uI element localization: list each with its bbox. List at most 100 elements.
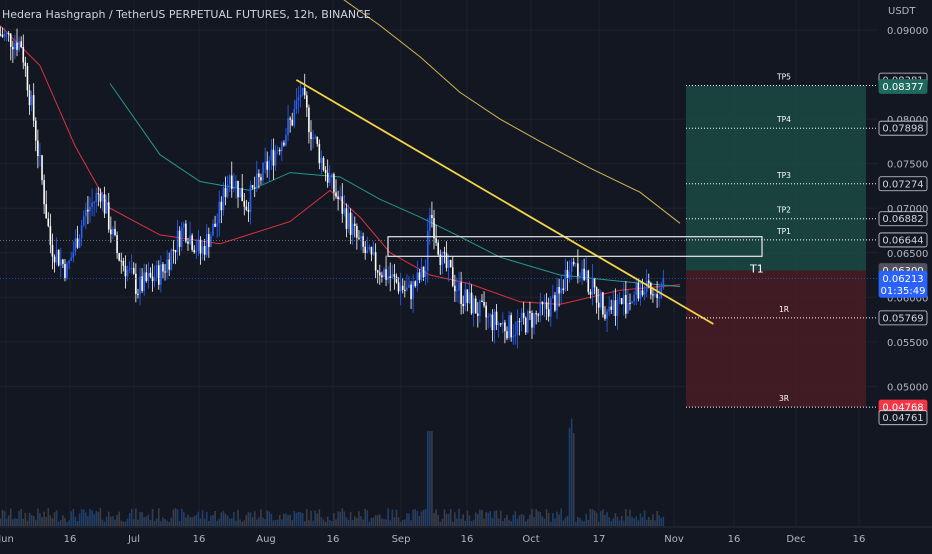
volume-bar [160, 521, 162, 526]
volume-bar [66, 521, 68, 526]
candle-body [118, 253, 120, 261]
candle-body [549, 298, 552, 317]
volume-bar [110, 516, 112, 526]
candle-body [643, 292, 646, 295]
candle-body [485, 305, 487, 318]
volume-bar [149, 520, 152, 526]
candles [0, 26, 665, 349]
volume-bar [230, 518, 233, 526]
volume-bar [187, 514, 189, 526]
candle-body [5, 33, 8, 35]
volume-bar [414, 509, 417, 526]
volume-bar [43, 511, 45, 526]
candle-body [212, 223, 214, 236]
candle-body [331, 174, 333, 178]
volume-bar [631, 516, 633, 526]
candle-body [502, 322, 504, 325]
candle-body [366, 249, 369, 254]
candle-body [99, 193, 102, 202]
volume-bar [331, 521, 333, 526]
volume-bar [560, 508, 562, 526]
candle-body [641, 290, 644, 295]
candle-body [614, 300, 617, 316]
volume-bar [468, 515, 471, 526]
volume-bar [635, 516, 638, 526]
candle-body [245, 206, 248, 210]
volume-bar [512, 514, 515, 526]
candle-body [335, 192, 337, 197]
volume-bar [107, 511, 110, 526]
candle-body [320, 157, 323, 164]
candle-body [439, 254, 442, 265]
candle-body [149, 272, 152, 277]
candle-body [489, 314, 492, 317]
candle-body [72, 251, 75, 258]
candle-body [143, 272, 145, 291]
candle-body [543, 302, 546, 305]
volume-bar [443, 509, 446, 526]
candle-body [512, 336, 515, 338]
candle-body [160, 264, 162, 285]
volume-bar [49, 515, 52, 526]
candle-body [368, 246, 371, 250]
volume-bar [147, 514, 150, 526]
volume-bar [570, 418, 573, 526]
volume-bar [587, 519, 590, 526]
x-tick-label: 16 [853, 534, 866, 545]
candle-body [24, 62, 27, 67]
candle-body [495, 311, 498, 325]
candle-body [395, 276, 398, 283]
volume-bar [285, 513, 287, 526]
candle-body [45, 204, 47, 219]
volume-bar [205, 511, 208, 526]
candle-body [255, 173, 258, 189]
candle-body [322, 157, 325, 170]
y-tick-label: 0.07000 [887, 204, 928, 215]
volume-bar [370, 517, 373, 526]
candle-body [424, 271, 427, 278]
candle-body [529, 311, 531, 313]
volume-bar [595, 512, 598, 526]
candle-body [458, 282, 460, 291]
candle-body [180, 227, 183, 247]
volume-bar [143, 517, 145, 526]
volume-bar [476, 514, 479, 526]
volume-bar [616, 516, 619, 526]
candle-body [137, 293, 139, 295]
candle-body [189, 235, 191, 244]
candle-body [429, 214, 431, 231]
volume-bar [543, 518, 546, 526]
volume-bar [237, 509, 239, 526]
volume-bar [454, 512, 456, 526]
candle-body [647, 280, 650, 283]
x-tick-label: 16 [327, 534, 340, 545]
candle-body [151, 276, 154, 282]
candle-body [293, 109, 296, 126]
volume-bar [178, 521, 181, 526]
level-label-tp5: TP5 [776, 73, 791, 82]
candle-body [652, 294, 654, 296]
volume-bar [299, 512, 302, 526]
candle-body [239, 188, 241, 198]
symbol-title[interactable]: Hedera Hashgraph / TetherUS PERPETUAL FU… [2, 8, 371, 21]
candle-body [112, 228, 114, 235]
volume-bar [376, 515, 379, 526]
candle-body [435, 238, 437, 243]
volume-bar [541, 516, 544, 526]
candle-body [276, 149, 279, 152]
candle-body [101, 194, 104, 202]
candle-body [545, 302, 548, 310]
y-tick-label: 0.08000 [887, 115, 928, 126]
volume-bar [126, 518, 129, 526]
volume-bar [353, 516, 356, 526]
candle-body [297, 97, 300, 101]
volume-bar [3, 511, 6, 526]
candle-body [0, 34, 2, 36]
volume-bar [276, 519, 279, 526]
candle-body [312, 137, 314, 139]
volume-bar [647, 516, 650, 526]
candle-body [481, 300, 483, 303]
volume-bar [614, 513, 617, 526]
